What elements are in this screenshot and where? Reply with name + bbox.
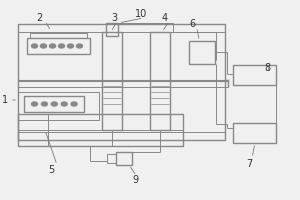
Circle shape	[50, 44, 56, 48]
Circle shape	[58, 44, 64, 48]
Circle shape	[32, 44, 38, 48]
Circle shape	[71, 102, 77, 106]
Bar	[30, 33, 87, 38]
Text: 10: 10	[135, 9, 147, 19]
Circle shape	[68, 44, 74, 48]
Text: 2: 2	[36, 13, 42, 23]
Circle shape	[40, 44, 46, 48]
Bar	[106, 154, 116, 163]
Text: 4: 4	[162, 13, 168, 23]
Bar	[18, 24, 225, 140]
Text: 5: 5	[48, 165, 54, 175]
Text: 8: 8	[264, 63, 270, 73]
Bar	[189, 41, 214, 64]
Bar	[150, 32, 170, 130]
Text: 1: 1	[2, 95, 8, 105]
Text: 6: 6	[189, 19, 195, 29]
Text: 9: 9	[132, 175, 138, 185]
Bar	[116, 152, 132, 165]
Bar	[106, 23, 118, 36]
Circle shape	[32, 102, 38, 106]
Bar	[232, 65, 276, 85]
Circle shape	[41, 102, 47, 106]
Circle shape	[61, 102, 67, 106]
Circle shape	[76, 44, 82, 48]
Bar	[232, 123, 276, 143]
Bar	[18, 114, 183, 146]
Bar	[27, 38, 90, 54]
Text: 7: 7	[246, 159, 252, 169]
Bar	[102, 32, 122, 130]
Bar	[24, 96, 84, 112]
Bar	[18, 92, 99, 120]
Circle shape	[51, 102, 57, 106]
Text: 3: 3	[111, 13, 117, 23]
